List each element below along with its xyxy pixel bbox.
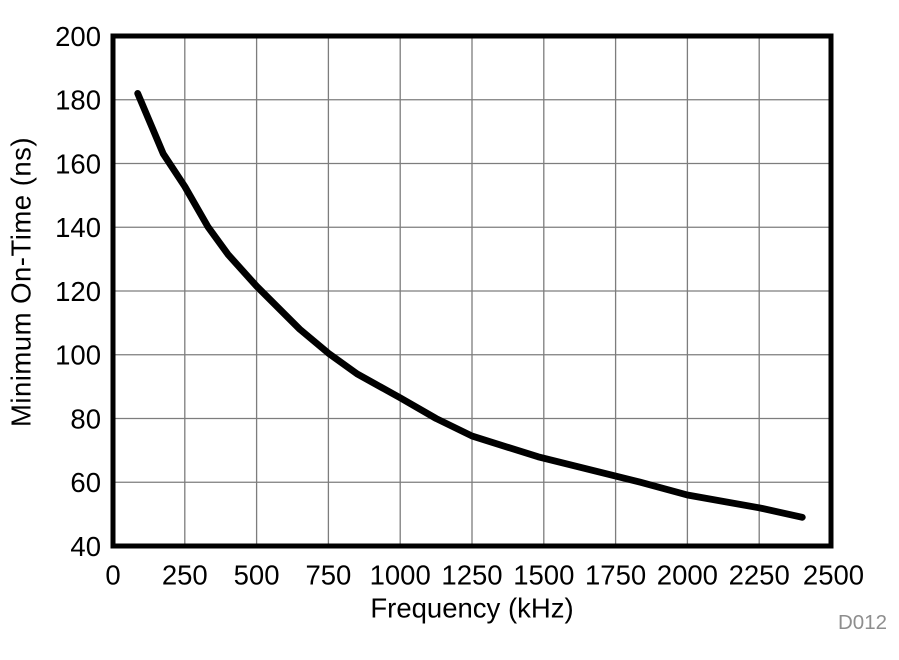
svg-text:200: 200 bbox=[55, 21, 101, 52]
svg-text:D012: D012 bbox=[838, 611, 887, 634]
svg-text:1750: 1750 bbox=[585, 560, 646, 591]
svg-text:1250: 1250 bbox=[441, 560, 502, 591]
svg-text:180: 180 bbox=[55, 85, 101, 116]
svg-text:140: 140 bbox=[55, 212, 101, 243]
svg-text:1500: 1500 bbox=[513, 560, 574, 591]
svg-text:2500: 2500 bbox=[803, 560, 864, 591]
svg-text:750: 750 bbox=[305, 560, 351, 591]
svg-text:100: 100 bbox=[55, 340, 101, 371]
svg-text:2000: 2000 bbox=[657, 560, 718, 591]
svg-text:40: 40 bbox=[70, 531, 101, 562]
svg-text:Frequency (kHz): Frequency (kHz) bbox=[370, 593, 573, 624]
svg-text:80: 80 bbox=[70, 403, 101, 434]
svg-text:2250: 2250 bbox=[729, 560, 790, 591]
svg-text:160: 160 bbox=[55, 148, 101, 179]
svg-text:500: 500 bbox=[234, 560, 280, 591]
svg-text:60: 60 bbox=[70, 467, 101, 498]
svg-text:120: 120 bbox=[55, 276, 101, 307]
svg-text:250: 250 bbox=[162, 560, 208, 591]
svg-text:0: 0 bbox=[105, 560, 120, 591]
svg-text:Minimum On-Time (ns): Minimum On-Time (ns) bbox=[6, 137, 37, 427]
svg-text:1000: 1000 bbox=[370, 560, 431, 591]
